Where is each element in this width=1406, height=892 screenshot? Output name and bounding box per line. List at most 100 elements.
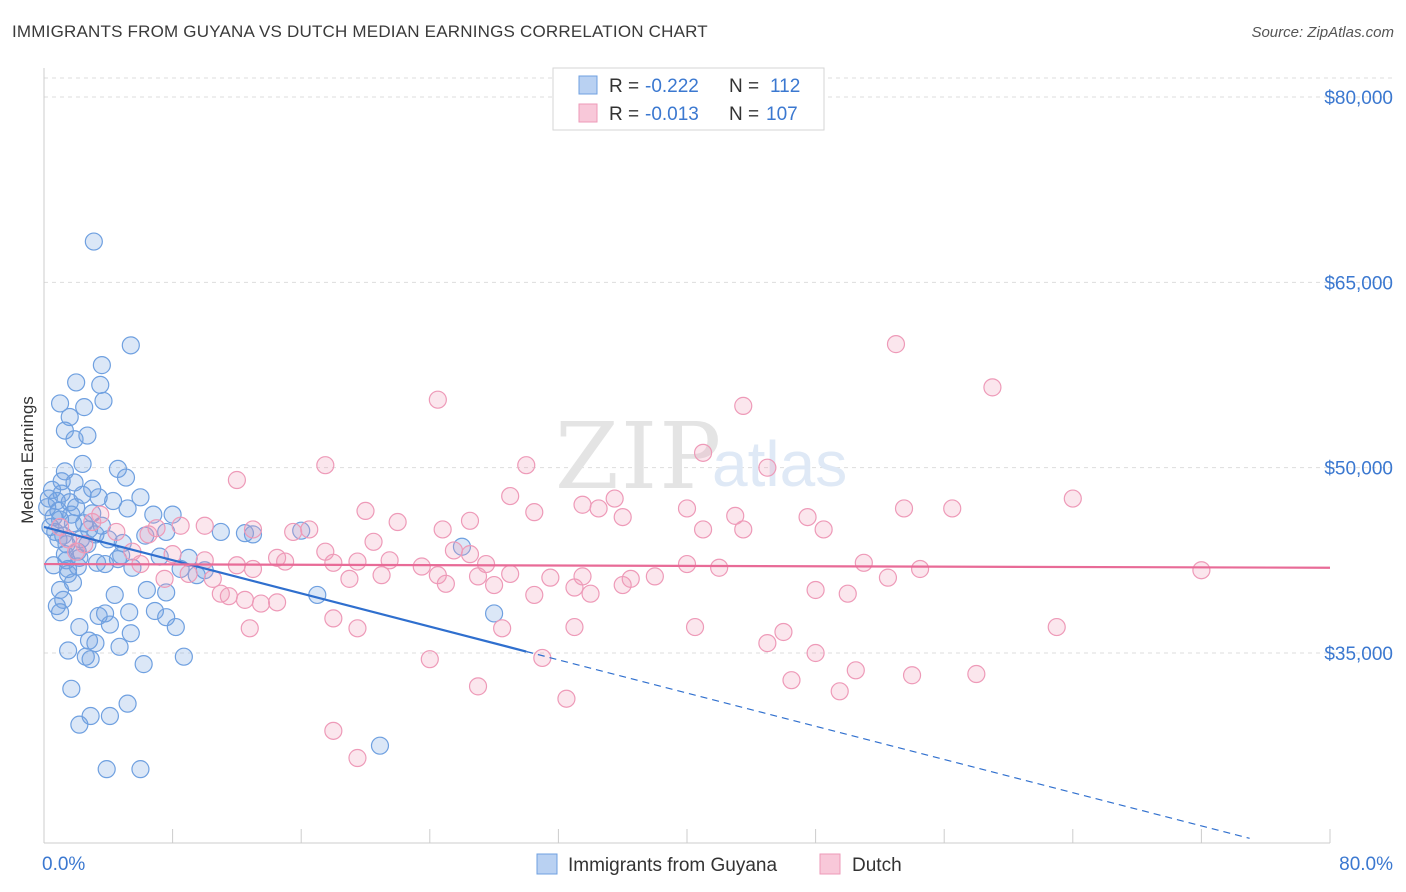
guyana-point-81 (137, 580, 156, 600)
dutch-point-5 (316, 456, 335, 475)
dutch-point-100 (902, 666, 922, 685)
stats-legend-box (552, 67, 825, 131)
dutch-point-76 (565, 578, 584, 597)
dutch-point-63 (501, 564, 520, 584)
guyana-point-37 (131, 488, 150, 507)
guyana-point-99 (100, 706, 120, 726)
stats-r-value-2: -0.013 (645, 104, 699, 125)
guyana-point-93 (134, 655, 153, 674)
guyana-point-101 (131, 760, 150, 779)
guyana-point-92 (110, 637, 129, 656)
dutch-point-13 (589, 499, 608, 518)
guyana-point-77 (95, 604, 115, 623)
dutch-point-73 (1192, 561, 1211, 580)
guyana-point-82 (157, 583, 176, 602)
dutch-point-31 (195, 516, 214, 535)
guyana-trend-extension (526, 650, 1250, 839)
dutch-point-64 (468, 567, 488, 586)
dutch-point-0 (886, 335, 906, 354)
dutch-point-93 (774, 622, 793, 642)
dutch-point-82 (267, 593, 287, 612)
dutch-point-19 (726, 506, 745, 525)
x-tick-label-min: 0.0% (42, 854, 85, 875)
dutch-point-58 (854, 553, 873, 572)
guyana-point-51 (485, 604, 504, 623)
stats-n-value-1: 112 (770, 76, 800, 97)
guyana-point-103 (157, 608, 176, 627)
dutch-point-71 (878, 568, 898, 587)
guyana-point-96 (118, 694, 137, 713)
dutch-point-85 (581, 584, 600, 603)
dutch-point-36 (139, 525, 158, 544)
guyana-point-91 (81, 650, 100, 669)
guyana-point-47 (211, 522, 230, 542)
guyana-point-64 (73, 454, 92, 474)
dutch-point-2 (428, 390, 447, 409)
dutch-point-101 (967, 664, 986, 684)
guyana-point-59 (91, 375, 110, 394)
dutch-point-91 (565, 617, 584, 637)
guyana-trend-line (43, 525, 527, 653)
dutch-point-17 (613, 507, 632, 527)
dutch-point-109 (284, 522, 303, 542)
dutch-point-16 (525, 503, 544, 522)
stats-n-label-2: N = (729, 104, 759, 125)
dutch-point-67 (340, 569, 359, 588)
y-tick-label-3: $80,000 (1324, 88, 1393, 109)
dutch-point-33 (83, 512, 102, 532)
dutch-point-48 (276, 552, 295, 571)
guyana-point-54 (60, 407, 79, 427)
trend-lines (43, 525, 1331, 839)
y-tick-label-1: $50,000 (1324, 459, 1393, 480)
dutch-point-96 (806, 643, 825, 663)
dutch-point-7 (693, 443, 713, 462)
dutch-point-77 (613, 575, 632, 595)
y-tick-label-0: $35,000 (1324, 644, 1393, 665)
dutch-point-74 (436, 574, 455, 593)
dutch-point-45 (380, 551, 399, 570)
dutch-point-39 (67, 542, 86, 561)
guyana-point-106 (44, 556, 63, 575)
guyana-point-94 (174, 647, 193, 666)
guyana-point-69 (83, 479, 102, 498)
x-tick-label-max: 80.0% (1339, 854, 1393, 875)
dutch-point-24 (388, 512, 407, 532)
stats-n-value-2: 107 (766, 104, 798, 125)
guyana-point-85 (121, 624, 140, 643)
dutch-point-10 (501, 486, 520, 506)
dutch-point-26 (693, 520, 713, 539)
guyana-point-100 (97, 760, 116, 779)
guyana-point-52 (50, 394, 70, 413)
dutch-point-87 (324, 609, 343, 628)
dutch-point-105 (557, 689, 576, 708)
dutch-point-1 (983, 378, 1002, 397)
dutch-point-12 (605, 489, 624, 508)
dutch-point-84 (525, 585, 544, 605)
guyana-point-56 (75, 398, 94, 417)
dutch-point-27 (734, 520, 753, 539)
dutch-point-21 (894, 499, 914, 518)
legend-swatch-dutch (819, 853, 841, 875)
dutch-point-56 (677, 554, 697, 574)
dutch-point-78 (806, 580, 825, 600)
watermark: ZIP atlas (555, 403, 847, 510)
dutch-point-46 (412, 557, 431, 576)
dutch-point-72 (910, 559, 930, 579)
dutch-point-28 (814, 520, 833, 539)
dutch-point-6 (517, 456, 536, 475)
dutch-point-92 (685, 617, 705, 637)
dutch-point-80 (235, 590, 255, 609)
stats-r-value-1: -0.222 (645, 76, 699, 97)
dutch-point-14 (356, 501, 375, 521)
dutch-point-55 (460, 545, 480, 564)
tick-labels: $35,000 $50,000 $65,000 $80,000 0.0% 80.0% (42, 88, 1393, 875)
y-tick-label-2: $65,000 (1324, 273, 1393, 294)
guyana-point-39 (144, 505, 163, 524)
guyana-point-102 (370, 736, 390, 755)
guyana-point-32 (104, 491, 123, 511)
y-axis-title: Median Earnings (18, 396, 37, 524)
dutch-point-57 (710, 558, 729, 577)
dutch-point-59 (645, 567, 664, 586)
series-legend: Immigrants from Guyana Dutch (536, 853, 902, 876)
guyana-point-80 (145, 601, 165, 621)
